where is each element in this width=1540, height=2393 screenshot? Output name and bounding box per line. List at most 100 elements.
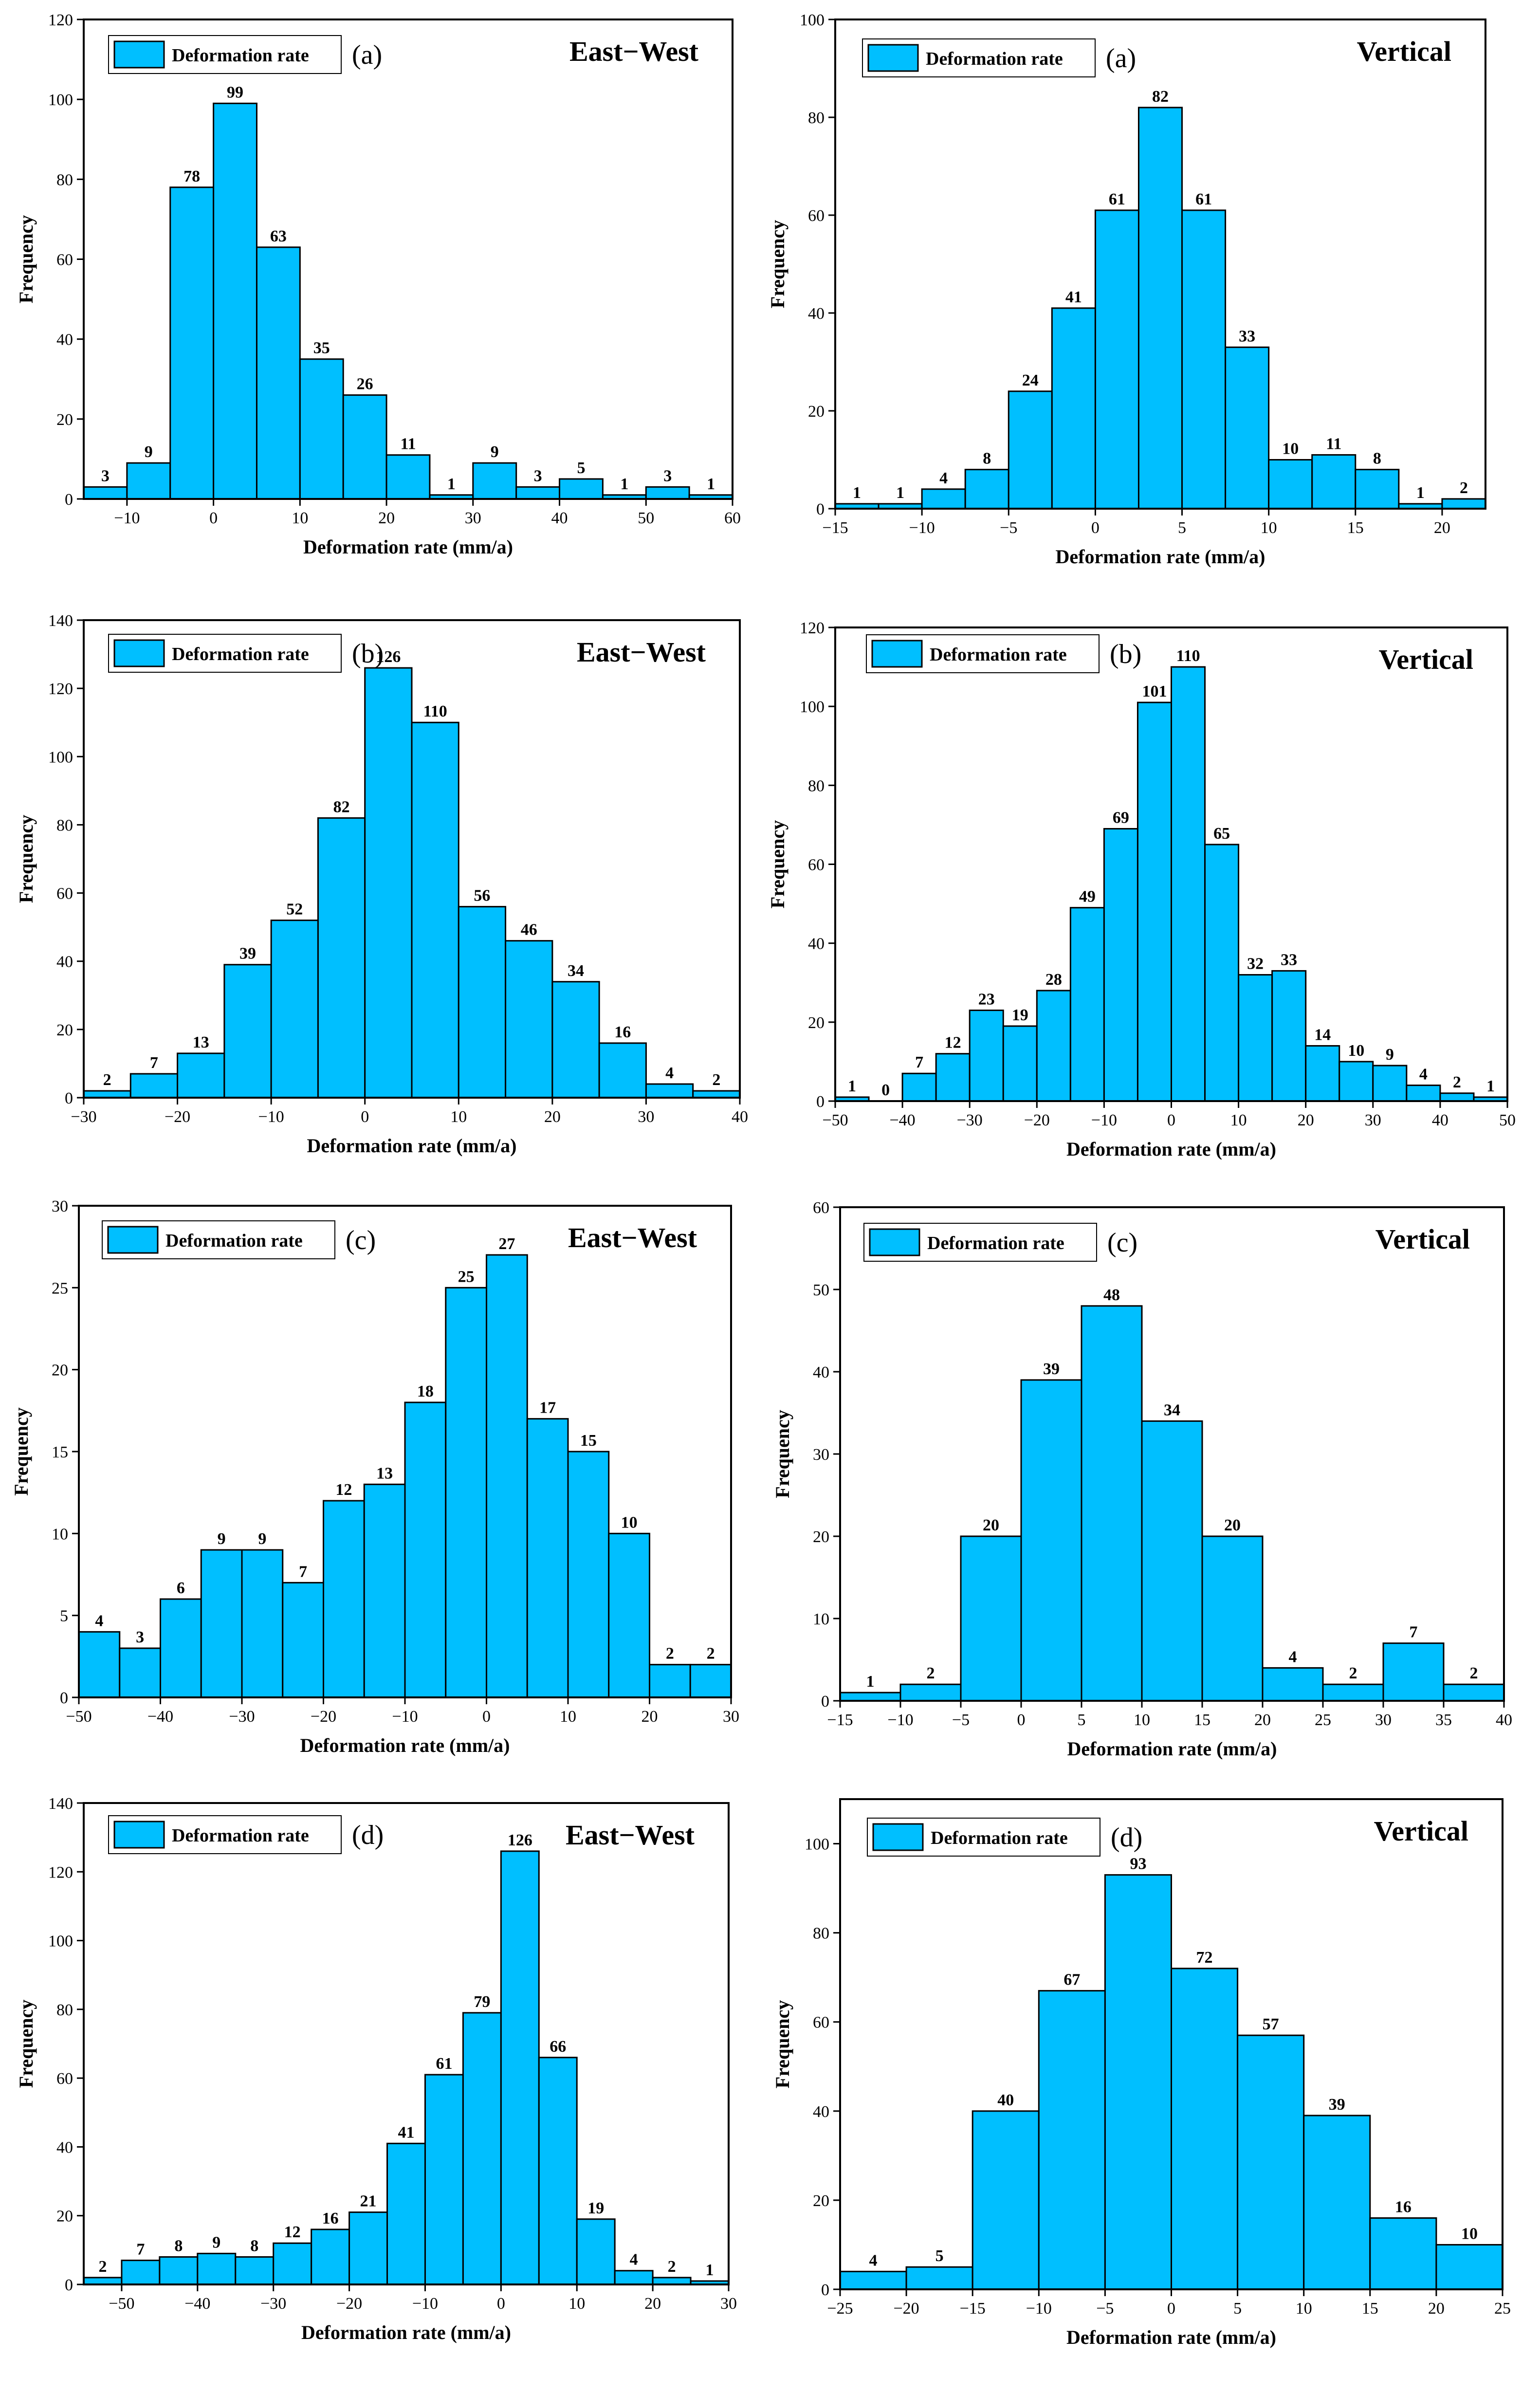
y-tick-label: 60: [56, 2070, 73, 2088]
y-tick-label: 30: [52, 1197, 68, 1215]
plot-frame: [83, 619, 741, 1099]
bar: [177, 1052, 225, 1099]
x-tick-label: 10: [1261, 519, 1277, 537]
bar-value-label: 3: [101, 467, 110, 485]
bar: [83, 1090, 131, 1099]
chart-panel-c-v: 1 2 20 39 48 34 20 4 2 7 2 −15 −10 −5 0 5 10 15 20 25 30 35 40…: [771, 1199, 1512, 1760]
bar: [1237, 2034, 1305, 2290]
bar: [1305, 1045, 1340, 1102]
y-tick-label: 140: [48, 612, 73, 630]
x-tick-label: 40: [732, 1108, 748, 1126]
bar: [1382, 1642, 1445, 1702]
bar: [1181, 209, 1227, 510]
bar-value-label: 9: [258, 1530, 266, 1548]
legend-swatch: [113, 639, 165, 667]
bar: [235, 2256, 275, 2285]
bar: [559, 478, 604, 500]
chart-title: Vertical: [1379, 644, 1473, 675]
bar: [223, 964, 272, 1099]
bar: [1103, 828, 1138, 1102]
bar: [160, 1598, 202, 1698]
bar-value-label: 82: [333, 798, 350, 816]
bar-value-label: 7: [915, 1053, 923, 1071]
bar: [83, 2277, 123, 2285]
bar-value-label: 126: [508, 1831, 532, 1849]
x-tick-label: 20: [1298, 1111, 1314, 1129]
bar: [462, 2012, 502, 2285]
bar-value-label: 5: [935, 2247, 944, 2265]
y-axis-title: Frequency: [767, 820, 788, 908]
bar-value-label: 46: [521, 921, 537, 939]
bar-value-label: 1: [1416, 484, 1425, 502]
bar-value-label: 2: [712, 1071, 720, 1089]
bar-value-label: 1: [707, 475, 715, 493]
bar-value-label: 20: [1224, 1516, 1241, 1534]
bar-value-label: 63: [270, 227, 287, 245]
x-tick-label: 20: [544, 1108, 561, 1126]
x-tick-label: −15: [822, 519, 848, 537]
bar: [364, 667, 413, 1099]
bar: [692, 1090, 741, 1099]
x-axis-title: Deformation rate (mm/a): [303, 536, 513, 558]
bar-value-label: 24: [1022, 371, 1039, 389]
x-tick-label: −10: [114, 509, 140, 527]
bar: [159, 2256, 199, 2285]
bar: [899, 1683, 962, 1702]
bar-value-label: 3: [136, 1628, 144, 1646]
bar: [1036, 990, 1071, 1102]
y-tick-label: 10: [813, 1610, 829, 1628]
bar-value-label: 16: [614, 1023, 631, 1041]
x-tick-label: 15: [1347, 519, 1364, 537]
bar: [348, 2211, 388, 2285]
bar: [1002, 1025, 1038, 1102]
bar-value-label: 7: [1410, 1623, 1418, 1641]
y-tick-label: 20: [813, 2192, 829, 2210]
bar: [839, 2270, 907, 2290]
bar-value-label: 12: [335, 1481, 352, 1499]
bar-value-label: 40: [997, 2091, 1014, 2109]
x-tick-label: 25: [1494, 2300, 1511, 2318]
y-tick-label: 25: [52, 1279, 68, 1297]
bar-value-label: 69: [1113, 809, 1129, 827]
y-tick-label: 120: [48, 1863, 73, 1881]
bar-value-label: 12: [945, 1034, 961, 1052]
x-axis-title: Deformation rate (mm/a): [300, 1734, 510, 1756]
bar-value-label: 4: [630, 2251, 638, 2269]
y-axis-title: Frequency: [15, 2000, 37, 2088]
y-tick-label: 60: [813, 1199, 829, 1217]
bar: [1008, 390, 1053, 510]
bar-value-label: 4: [665, 1064, 674, 1082]
y-tick-label: 0: [65, 491, 73, 509]
legend-label: Deformation rate: [172, 644, 309, 664]
chart-title: East−West: [577, 636, 706, 668]
bar-value-label: 3: [663, 467, 672, 485]
bar-value-label: 33: [1239, 327, 1255, 345]
bar: [1094, 209, 1139, 510]
bar-value-label: 1: [447, 475, 456, 493]
y-tick-label: 0: [821, 2281, 829, 2299]
bar: [935, 1053, 971, 1102]
bar: [1303, 2115, 1371, 2290]
bar-value-label: 0: [881, 1081, 890, 1099]
bar: [1441, 498, 1486, 510]
bar: [960, 1535, 1022, 1702]
bar-value-label: 23: [978, 991, 995, 1009]
x-tick-label: 10: [450, 1108, 467, 1126]
panel-tag: (d): [352, 1820, 384, 1850]
bar: [424, 2074, 464, 2285]
bar-value-label: 2: [668, 2258, 676, 2276]
bar: [1238, 974, 1273, 1102]
y-tick-label: 0: [65, 1089, 73, 1107]
bar: [311, 2228, 350, 2285]
bar: [363, 1483, 406, 1698]
bar: [317, 817, 366, 1099]
bar: [119, 1647, 161, 1698]
bar: [1311, 454, 1357, 510]
bar: [576, 2218, 616, 2285]
bar-value-label: 33: [1281, 951, 1297, 969]
y-tick-label: 40: [808, 935, 825, 953]
bar: [1051, 307, 1096, 510]
x-tick-label: −10: [392, 1708, 418, 1726]
x-tick-label: −40: [890, 1111, 916, 1129]
